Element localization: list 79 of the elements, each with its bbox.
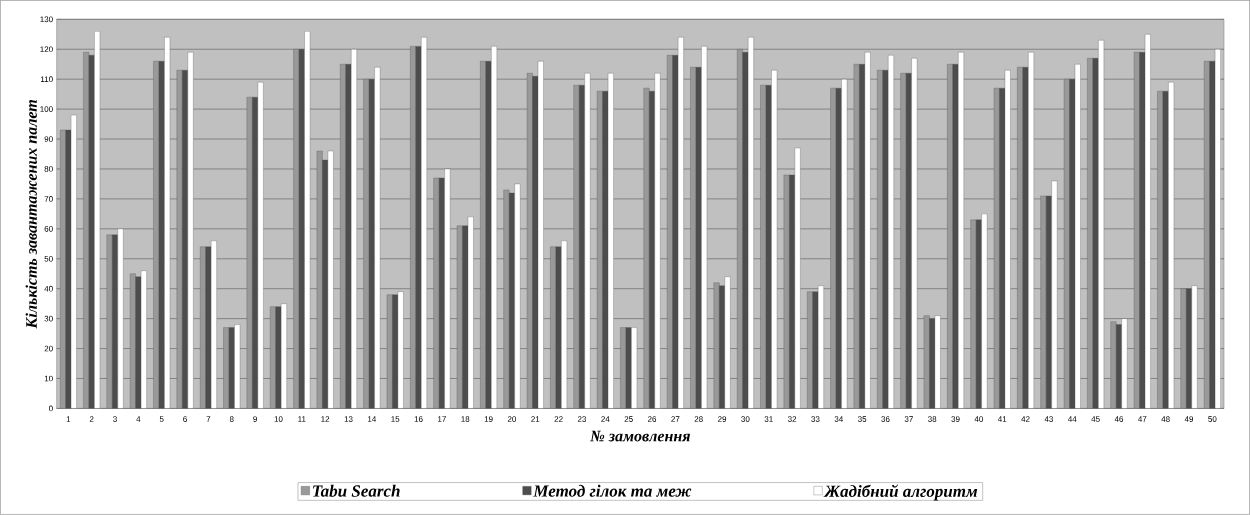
bar xyxy=(503,189,510,409)
x-tick-label: 41 xyxy=(997,416,1007,422)
x-tick-label: 31 xyxy=(764,416,773,423)
y-tick-label: 0 xyxy=(48,405,53,412)
x-tick-label: 34 xyxy=(834,416,844,423)
x-tick-label: 21 xyxy=(531,416,540,422)
x-tick-label: 33 xyxy=(811,416,820,423)
x-tick-label: 50 xyxy=(1208,416,1217,423)
x-tick-label: 46 xyxy=(1114,416,1124,423)
x-tick-label: 9 xyxy=(253,416,257,423)
x-tick-label: 47 xyxy=(1138,416,1147,422)
x-tick-label: 48 xyxy=(1161,416,1170,423)
x-tick-label: 44 xyxy=(1068,416,1077,422)
x-tick-label: 12 xyxy=(321,416,330,422)
y-tick-label: 20 xyxy=(44,345,53,352)
x-axis-title: № замовлення xyxy=(589,430,690,442)
x-tick-label: 38 xyxy=(928,416,937,423)
x-tick-label: 2 xyxy=(89,416,94,422)
legend-label: Tabu Search xyxy=(313,484,400,497)
y-tick-label: 90 xyxy=(44,136,53,142)
x-tick-label: 22 xyxy=(554,416,563,422)
x-tick-label: 45 xyxy=(1091,416,1100,422)
y-tick-label: 120 xyxy=(40,46,53,53)
x-tick-label: 49 xyxy=(1184,416,1194,423)
x-tick-label: 4 xyxy=(136,416,141,422)
x-tick-label: 14 xyxy=(368,416,377,422)
y-tick-label: 80 xyxy=(44,166,53,172)
bar xyxy=(713,282,720,409)
bar xyxy=(176,70,183,409)
x-tick-label: 1 xyxy=(66,416,71,422)
x-tick-label: 5 xyxy=(159,416,164,422)
legend-label: Метод гілок та меж xyxy=(533,484,692,497)
bar xyxy=(106,234,113,409)
x-tick-label: 6 xyxy=(183,416,187,423)
y-tick-label: 60 xyxy=(44,226,53,232)
bar xyxy=(1110,321,1117,409)
y-axis-title: Кількість завантажених палет xyxy=(25,100,37,329)
y-tick-label: 50 xyxy=(44,256,53,262)
y-tick-label: 30 xyxy=(44,315,53,322)
bar xyxy=(643,88,650,409)
x-tick-label: 25 xyxy=(624,416,633,423)
x-tick-label: 17 xyxy=(438,416,446,422)
bar xyxy=(573,85,580,409)
x-tick-label: 42 xyxy=(1021,416,1030,422)
x-tick-label: 19 xyxy=(484,416,493,423)
x-tick-label: 7 xyxy=(206,416,211,422)
x-tick-label: 30 xyxy=(741,416,750,423)
x-tick-label: 35 xyxy=(857,416,867,423)
x-tick-label: 28 xyxy=(694,416,703,423)
x-tick-label: 10 xyxy=(274,416,283,423)
x-tick-label: 40 xyxy=(974,416,984,423)
x-tick-label: 27 xyxy=(671,416,680,422)
x-tick-label: 3 xyxy=(113,416,117,423)
x-tick-label: 18 xyxy=(461,416,470,423)
x-tick-label: 32 xyxy=(787,416,797,423)
legend-label: Жадібний алгоритм xyxy=(823,484,978,501)
y-tick-label: 110 xyxy=(40,76,53,83)
bar xyxy=(1040,195,1047,409)
x-tick-label: 11 xyxy=(298,416,306,422)
x-tick-label: 20 xyxy=(507,416,517,423)
x-tick-label: 36 xyxy=(881,416,890,423)
y-tick-label: 10 xyxy=(44,375,53,382)
x-tick-label: 29 xyxy=(718,416,727,423)
x-tick-label: 24 xyxy=(601,416,610,422)
x-tick-label: 16 xyxy=(414,416,423,423)
x-tick-label: 15 xyxy=(391,416,400,422)
x-tick-label: 8 xyxy=(229,416,234,423)
y-tick-label: 40 xyxy=(44,285,53,292)
bar xyxy=(783,174,790,409)
x-tick-label: 26 xyxy=(647,416,657,423)
x-tick-label: 23 xyxy=(577,416,587,423)
bar xyxy=(1180,288,1187,409)
x-tick-label: 39 xyxy=(951,416,960,423)
y-tick-label: 130 xyxy=(40,16,53,23)
x-tick-label: 37 xyxy=(904,416,913,423)
x-tick-label: 13 xyxy=(344,416,353,423)
y-tick-label: 70 xyxy=(44,196,53,202)
x-tick-label: 43 xyxy=(1044,416,1054,423)
y-tick-label: 100 xyxy=(40,106,53,113)
